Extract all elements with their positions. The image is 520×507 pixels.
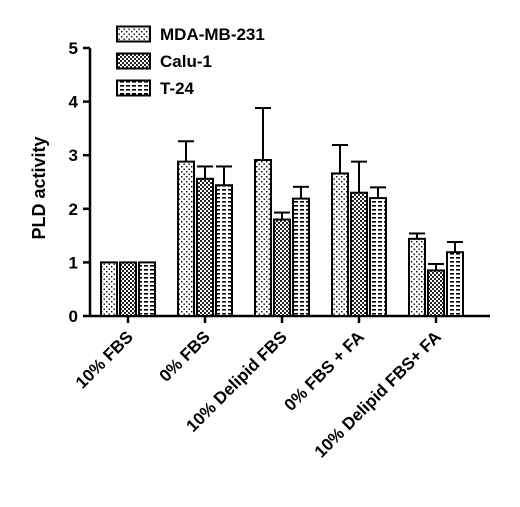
y-tick-label: 0 [69, 307, 78, 326]
y-tick-label: 4 [69, 93, 79, 112]
bar [369, 197, 387, 317]
y-tick-label: 1 [69, 253, 78, 272]
bar [331, 172, 349, 317]
bar [350, 191, 368, 317]
legend-label: T-24 [160, 79, 195, 98]
y-axis-label: PLD activity [29, 136, 49, 239]
bar [408, 237, 426, 317]
x-category-label: 10% FBS [72, 327, 137, 392]
bar [215, 184, 233, 317]
y-tick-label: 3 [69, 146, 78, 165]
x-category-label: 0% FBS + FA [281, 327, 368, 414]
legend-swatch [116, 25, 151, 43]
legend-label: MDA-MB-231 [160, 25, 265, 44]
bar [196, 177, 214, 317]
x-category-label: 10% Delipid FBS+ FA [311, 327, 445, 461]
bar [254, 159, 272, 317]
bar [273, 218, 291, 318]
bar [427, 269, 445, 318]
x-category-label: 0% FBS [156, 327, 214, 385]
y-tick-label: 5 [69, 39, 78, 58]
legend-label: Calu-1 [160, 52, 212, 71]
y-tick-label: 2 [69, 200, 78, 219]
legend: MDA-MB-231 Calu-1 T-24 [116, 25, 265, 98]
bar [100, 261, 118, 317]
bar [119, 261, 137, 317]
bar [138, 261, 156, 317]
bars [100, 107, 464, 318]
bar [292, 197, 310, 317]
bar [177, 160, 195, 317]
bar [446, 251, 464, 318]
legend-swatch [116, 52, 151, 70]
legend-swatch [116, 79, 151, 97]
